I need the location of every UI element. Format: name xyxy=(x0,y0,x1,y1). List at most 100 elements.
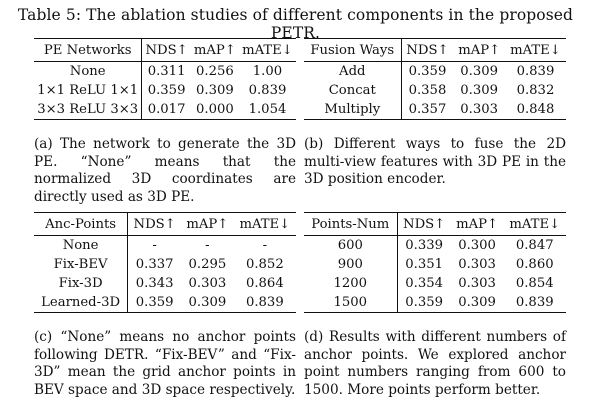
table-b: Fusion Ways NDS↑ mAP↑ mATE↓ Add 0.359 0.… xyxy=(304,38,566,120)
nds-cell: 0.359 xyxy=(147,83,186,98)
header-cell: mAP↑ xyxy=(181,212,234,236)
nds-cell: 0.354 xyxy=(405,276,444,291)
nds-cell: 0.359 xyxy=(408,64,447,79)
table-title: Table 5: The ablation studies of differe… xyxy=(17,6,574,42)
table-row: Learned-3D 0.359 0.309 0.839 xyxy=(34,293,296,313)
row-label: 3×3 ReLU 3×3 xyxy=(34,100,143,120)
nds-cell: - xyxy=(152,238,157,253)
map-cell: 0.309 xyxy=(450,293,504,313)
table-row: Fix-BEV 0.337 0.295 0.852 xyxy=(34,255,296,274)
mate-cell: 1.054 xyxy=(238,100,296,120)
mate-cell: 1.00 xyxy=(252,64,283,79)
table-row: 1×1 ReLU 1×1 0.359 0.309 0.839 xyxy=(34,81,296,100)
nds-cell: 0.351 xyxy=(405,257,444,272)
table-row: Add 0.359 0.309 0.839 xyxy=(304,61,566,81)
row-label: None xyxy=(34,235,129,255)
table-c: Anc-Points NDS↑ mAP↑ mATE↓ None - - - Fi… xyxy=(34,212,296,313)
table-row: 1500 0.359 0.309 0.839 xyxy=(304,293,566,313)
header-cell: Anc-Points xyxy=(34,212,129,236)
row-label: 600 xyxy=(304,235,398,255)
mate-cell: 0.848 xyxy=(504,100,566,120)
map-cell: 0.303 xyxy=(458,276,496,291)
table-row: 900 0.351 0.303 0.860 xyxy=(304,255,566,274)
table-row: Multiply 0.357 0.303 0.848 xyxy=(304,100,566,120)
mate-cell: 0.839 xyxy=(516,64,555,79)
table-row: Fix-3D 0.343 0.303 0.864 xyxy=(34,274,296,293)
map-cell: 0.300 xyxy=(458,238,496,253)
row-label: Learned-3D xyxy=(34,293,129,313)
caption-b: (b) Different ways to fuse the 2D multi-… xyxy=(304,136,566,187)
row-label: Fix-BEV xyxy=(34,255,129,274)
header-cell: Fusion Ways xyxy=(304,38,402,62)
nds-cell: 0.311 xyxy=(147,64,186,79)
row-label: Multiply xyxy=(304,100,402,120)
table-row: Concat 0.358 0.309 0.832 xyxy=(304,81,566,100)
mate-cell: - xyxy=(262,238,268,253)
header-cell: NDS↑ xyxy=(401,38,454,62)
mate-cell: 0.852 xyxy=(245,257,284,272)
row-label: Concat xyxy=(304,81,402,100)
nds-cell: 0.359 xyxy=(127,293,182,313)
caption-d: (d) Results with different numbers of an… xyxy=(304,329,566,398)
map-cell: 0.303 xyxy=(458,257,496,272)
subtable-c: Anc-Points NDS↑ mAP↑ mATE↓ None - - - Fi… xyxy=(34,212,296,313)
subtable-b: Fusion Ways NDS↑ mAP↑ mATE↓ Add 0.359 0.… xyxy=(304,38,566,120)
header-cell: PE Networks xyxy=(34,38,143,62)
row-label: None xyxy=(34,61,143,81)
caption-a: (a) The network to generate the 3D PE. “… xyxy=(34,136,296,205)
header-cell: NDS↑ xyxy=(397,212,451,236)
row-label: 1×1 ReLU 1×1 xyxy=(34,81,143,100)
header-cell: NDS↑ xyxy=(127,212,182,236)
table-a: PE Networks NDS↑ mAP↑ mATE↓ None 0.311 0… xyxy=(34,38,296,120)
row-label: 1200 xyxy=(304,274,398,293)
row-label: 1500 xyxy=(304,293,398,313)
map-cell: 0.309 xyxy=(460,83,499,98)
map-cell: 0.309 xyxy=(460,64,499,79)
table-row: 3×3 ReLU 3×3 0.017 0.000 1.054 xyxy=(34,100,296,120)
nds-cell: 0.359 xyxy=(397,293,451,313)
nds-cell: 0.357 xyxy=(401,100,454,120)
row-label: Add xyxy=(304,61,402,81)
row-label: Fix-3D xyxy=(34,274,129,293)
table-row: None - - - xyxy=(34,235,296,255)
mate-cell: 0.839 xyxy=(233,293,296,313)
header-cell: Points-Num xyxy=(304,212,398,236)
map-cell: 0.000 xyxy=(190,100,239,120)
header-cell: mATE↓ xyxy=(233,212,296,236)
header-cell: mATE↓ xyxy=(503,212,566,236)
map-cell: 0.303 xyxy=(188,276,227,291)
nds-cell: 0.358 xyxy=(408,83,447,98)
map-cell: 0.256 xyxy=(195,64,234,79)
map-cell: 0.309 xyxy=(181,293,234,313)
mate-cell: 0.839 xyxy=(503,293,566,313)
map-cell: - xyxy=(205,238,210,253)
table-row: None 0.311 0.256 1.00 xyxy=(34,61,296,81)
header-cell: mAP↑ xyxy=(453,38,505,62)
mate-cell: 0.864 xyxy=(245,276,284,291)
header-cell: NDS↑ xyxy=(141,38,191,62)
mate-cell: 0.854 xyxy=(515,276,554,291)
subtable-d: Points-Num NDS↑ mAP↑ mATE↓ 600 0.339 0.3… xyxy=(304,212,566,313)
header-cell: mAP↑ xyxy=(450,212,504,236)
caption-c: (c) “None” means no anchor points follow… xyxy=(34,329,296,398)
row-label: 900 xyxy=(304,255,398,274)
map-cell: 0.309 xyxy=(195,83,234,98)
header-cell: mATE↓ xyxy=(238,38,296,62)
map-cell: 0.295 xyxy=(188,257,227,272)
nds-cell: 0.339 xyxy=(405,238,444,253)
nds-cell: 0.343 xyxy=(135,276,174,291)
mate-cell: 0.847 xyxy=(515,238,554,253)
nds-cell: 0.017 xyxy=(141,100,191,120)
table-row: 1200 0.354 0.303 0.854 xyxy=(304,274,566,293)
mate-cell: 0.832 xyxy=(516,83,555,98)
mate-cell: 0.839 xyxy=(248,83,287,98)
header-cell: mATE↓ xyxy=(504,38,566,62)
subtable-a: PE Networks NDS↑ mAP↑ mATE↓ None 0.311 0… xyxy=(34,38,296,120)
table-row: 600 0.339 0.300 0.847 xyxy=(304,235,566,255)
header-cell: mAP↑ xyxy=(190,38,239,62)
map-cell: 0.303 xyxy=(453,100,505,120)
table-d: Points-Num NDS↑ mAP↑ mATE↓ 600 0.339 0.3… xyxy=(304,212,566,313)
mate-cell: 0.860 xyxy=(515,257,554,272)
nds-cell: 0.337 xyxy=(135,257,174,272)
